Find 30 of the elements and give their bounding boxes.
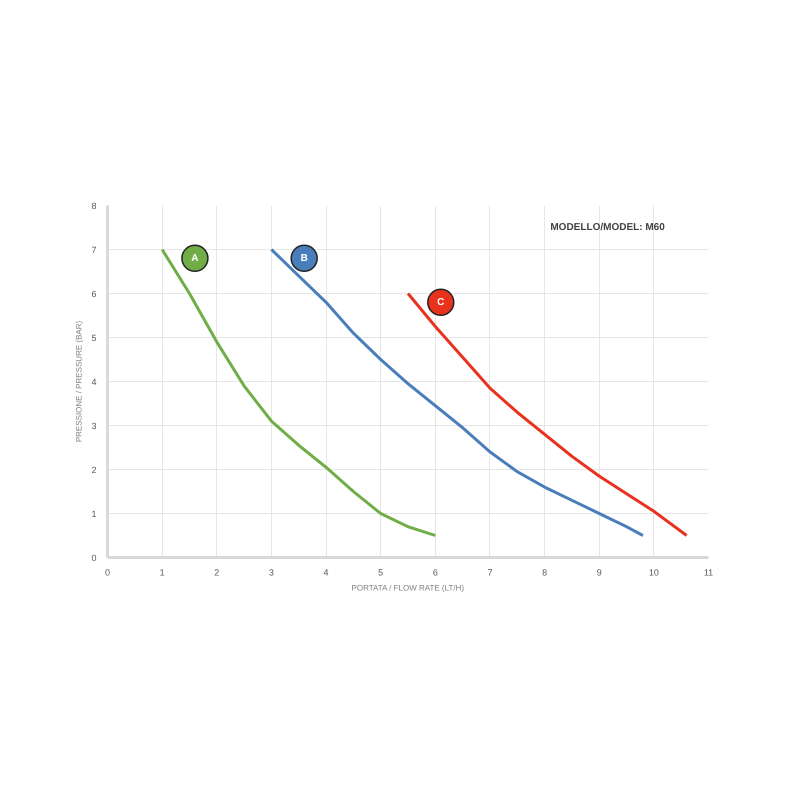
y-tick-label: 6 [91,289,97,299]
y-axis-title: PRESSIONE / PRESSURE (BAR) [74,320,84,442]
x-tick-label: 4 [324,568,329,578]
line-series [160,248,437,537]
series-label: C [437,296,444,308]
y-tick-label: 3 [91,421,97,431]
x-tick-label: 5 [378,568,384,578]
line-series [406,292,688,537]
y-tick-label: 2 [91,465,97,475]
x-tick-label: 7 [487,568,492,578]
y-tick-label: 1 [91,509,97,519]
y-tick-label: 4 [91,377,97,387]
x-tick-label: 6 [432,568,438,578]
x-tick-label: 9 [596,568,602,578]
y-tick-label: 0 [91,553,97,563]
x-tick-label: 10 [648,568,659,578]
x-tick-label: 2 [214,568,220,578]
annotation: MODELLO/MODEL: M60 [550,222,666,233]
x-tick-label: 0 [104,568,110,578]
x-tick-label: 3 [268,568,274,578]
series-label: A [191,252,199,264]
x-tick-label: 1 [160,568,165,578]
x-axis-title: PORTATA / FLOW RATE (LT/H) [352,584,464,592]
y-tick-label: 5 [91,333,97,343]
y-tick-label: 7 [91,245,97,255]
x-tick-label: 11 [704,568,714,578]
x-tick-label: 8 [542,568,548,578]
line-series [270,248,644,537]
series-label: B [300,252,308,264]
y-tick-label: 8 [91,201,97,211]
